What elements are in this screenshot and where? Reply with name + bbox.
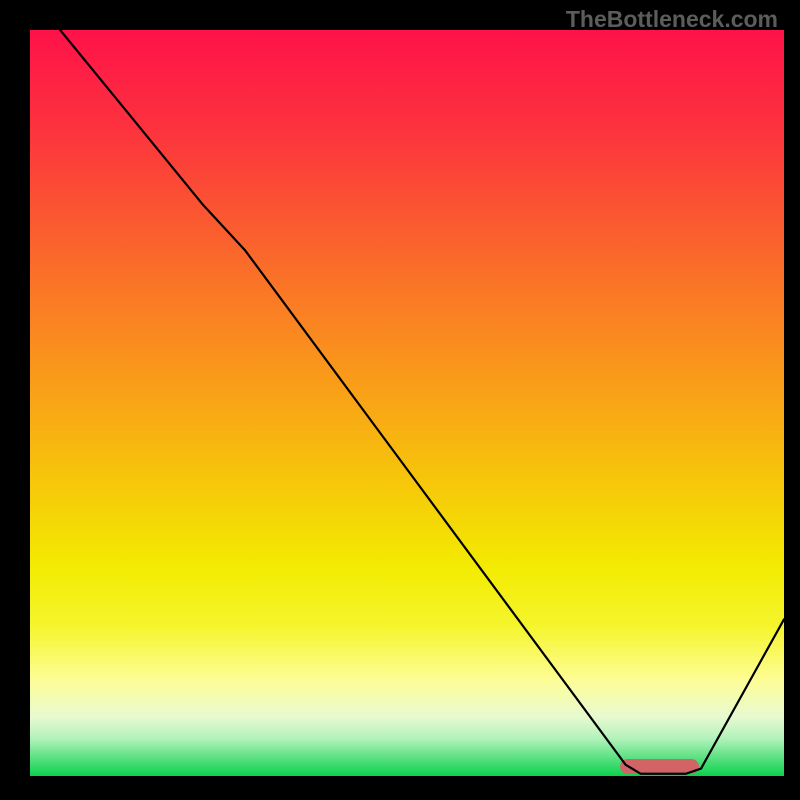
- bottleneck-curve: [30, 30, 784, 776]
- curve-path: [60, 30, 784, 774]
- plot-area: [30, 30, 784, 776]
- watermark-text: TheBottleneck.com: [566, 6, 778, 33]
